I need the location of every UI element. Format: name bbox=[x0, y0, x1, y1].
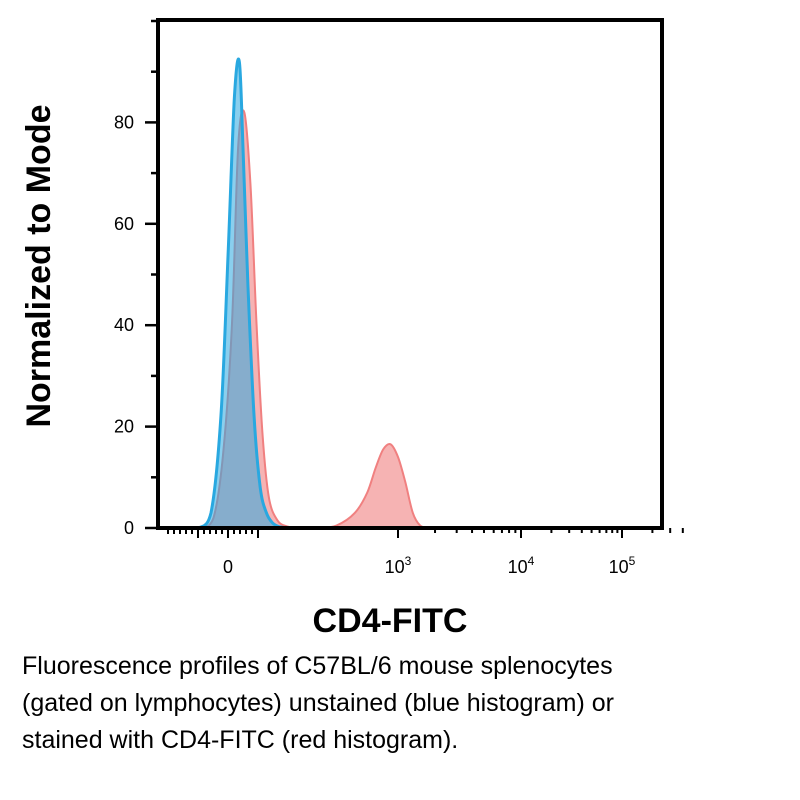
y-tick-label: 40 bbox=[114, 315, 134, 335]
x-tick-label: 104 bbox=[508, 554, 535, 577]
caption-line: stained with CD4-FITC (red histogram). bbox=[22, 726, 459, 754]
caption-line: (gated on lymphocytes) unstained (blue h… bbox=[22, 689, 614, 717]
plot-area bbox=[186, 57, 430, 530]
y-tick-label: 80 bbox=[114, 112, 134, 132]
y-axis-title: Normalized to Mode bbox=[20, 104, 58, 427]
unstained-histogram-outline bbox=[186, 57, 288, 530]
x-tick-label: 103 bbox=[385, 554, 412, 577]
unstained-histogram-area bbox=[186, 59, 288, 528]
axes: 0 20 40 60 80 0 103 104 105 bbox=[114, 18, 684, 577]
y-tick-label: 20 bbox=[114, 417, 134, 437]
y-tick-label: 0 bbox=[124, 518, 134, 538]
figure-caption: Fluorescence profiles of C57BL/6 mouse s… bbox=[22, 648, 782, 759]
x-tick-label: 0 bbox=[223, 557, 233, 577]
y-tick-label: 60 bbox=[114, 214, 134, 234]
x-tick-label: 105 bbox=[609, 554, 636, 577]
histogram-chart: 0 20 40 60 80 0 103 104 105 CD4-FITC Normalized … bbox=[20, 18, 684, 640]
x-axis-title: CD4-FITC bbox=[313, 602, 468, 640]
caption-line: Fluorescence profiles of C57BL/6 mouse s… bbox=[22, 652, 613, 680]
